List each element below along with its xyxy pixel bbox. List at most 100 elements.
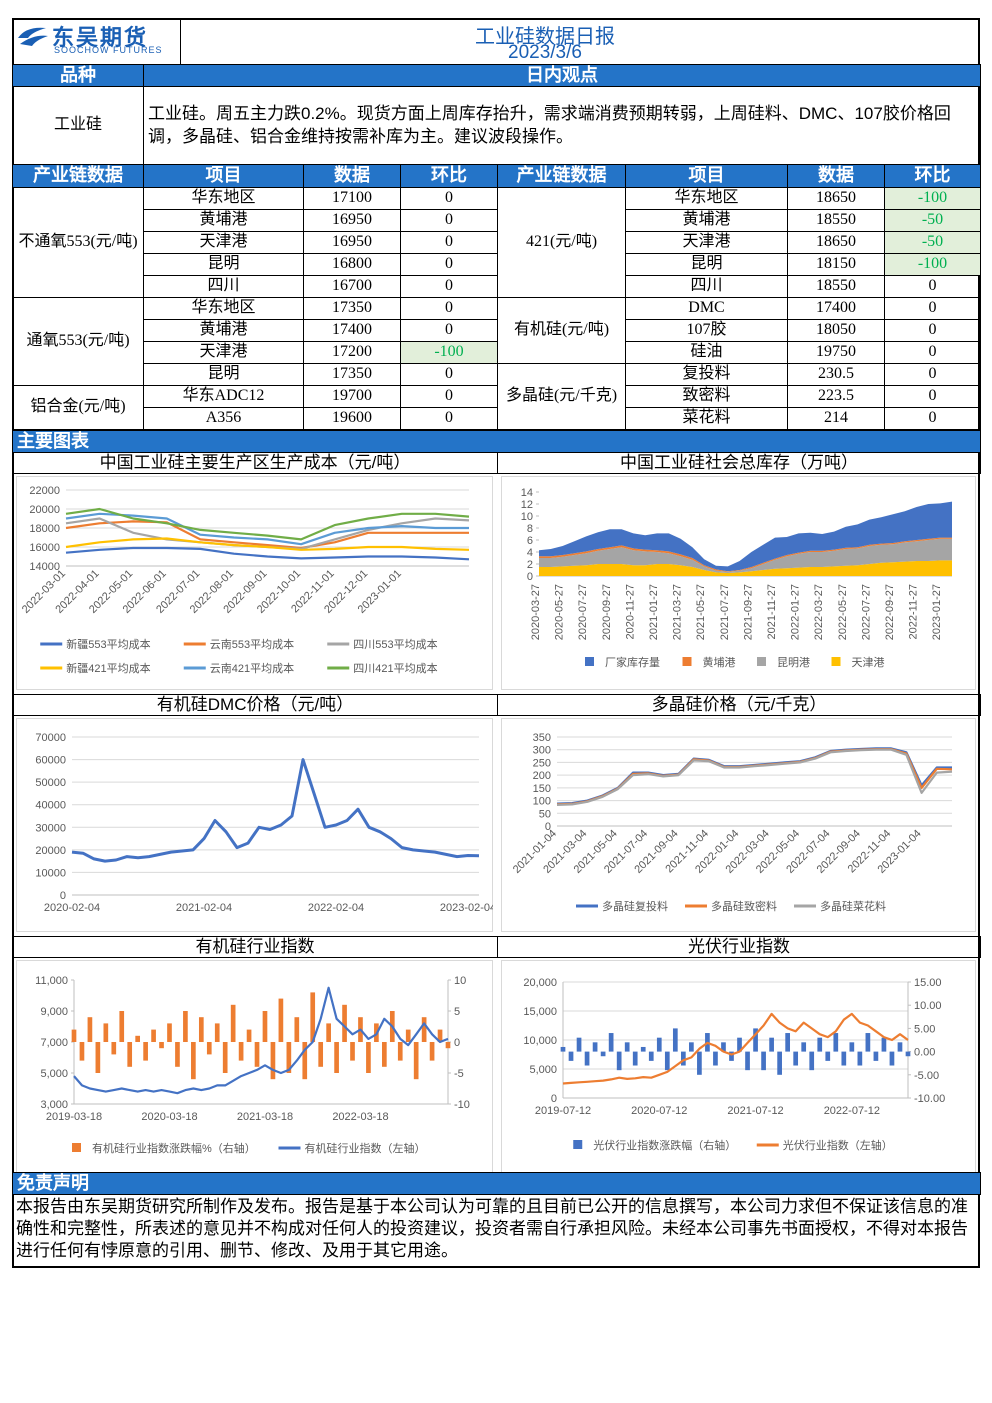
bar (159, 1042, 164, 1049)
legend-swatch (573, 1140, 583, 1149)
bar (857, 1051, 863, 1066)
value-cell: 17400 (303, 319, 401, 342)
area (539, 501, 952, 572)
group-cell: 多晶硅(元/千克) (497, 363, 626, 430)
line (556, 748, 953, 806)
x-tick-label: 2019-03-18 (46, 1111, 102, 1123)
item-cell: 昆明 (143, 253, 304, 276)
value-cell: 17200 (303, 341, 401, 364)
bar (87, 1017, 93, 1042)
tick-label: 4 (527, 547, 533, 559)
chart-frame (16, 718, 493, 932)
disclaimer-text: 本报告由东吴期货研究所制作及发布。报告是基于本公司认为可靠的且目前已公开的信息撰… (16, 1197, 968, 1261)
tick-label: -5.00 (914, 1070, 939, 1082)
view-text: 工业硅。周五主力跌0.2%。现货方面上周库存抬升，需求端消费预期转弱，上周硅料、… (143, 86, 981, 165)
tick-label: 5,000 (529, 1064, 557, 1076)
value-cell: 18550 (787, 275, 885, 298)
bar (833, 1033, 839, 1052)
tick-label: 50 (539, 808, 551, 820)
tick-label: 15,000 (523, 1006, 557, 1018)
chart-title: 有机硅行业指数 (12, 936, 498, 958)
bar (334, 1042, 339, 1073)
item-cell: 菜花料 (625, 407, 788, 430)
bar (721, 1042, 726, 1052)
value-cell: 16950 (303, 209, 401, 232)
x-tick-label: 2022-09-27 (884, 584, 896, 640)
x-tick-label: 2022-05-27 (837, 584, 849, 640)
x-tick-label: 2021-07-27 (719, 584, 731, 640)
bar (151, 1029, 156, 1042)
x-tick-label: 2023-01-27 (931, 584, 943, 640)
table-header: 环比 (400, 164, 498, 188)
bar (664, 1051, 670, 1071)
legend-label: 光伏行业指数涨跌幅（右轴） (593, 1138, 736, 1152)
change-cell: 0 (884, 341, 981, 364)
x-tick-label: 2020-02-04 (44, 902, 100, 914)
x-tick-label: 2019-07-12 (535, 1105, 591, 1117)
change-cell: 0 (400, 253, 498, 276)
x-tick-label: 2021-07-12 (727, 1105, 783, 1117)
legend-label: 多晶硅致密料 (711, 899, 777, 913)
tick-label: 0.00 (914, 1047, 935, 1059)
bar (79, 1042, 85, 1061)
tick-label: 8 (527, 523, 533, 535)
change-cell: -50 (884, 231, 981, 254)
bar (191, 1042, 196, 1080)
change-cell: 0 (400, 407, 498, 430)
bar (286, 1042, 292, 1073)
x-tick-label: 2020-07-27 (577, 584, 589, 640)
bar (576, 1037, 582, 1052)
bar (672, 1028, 678, 1052)
legend-swatch (831, 657, 841, 666)
value-cell: 19750 (787, 341, 885, 364)
header-cell: 品种 (12, 64, 144, 87)
bar (167, 1023, 172, 1042)
bar (865, 1033, 871, 1052)
group-cell: 铝合金(元/吨) (12, 385, 144, 430)
tick-label: 5,000 (40, 1068, 68, 1080)
logo-english: SOOCHOW FUTURES (54, 45, 163, 55)
bar (366, 1042, 371, 1073)
bar (689, 1042, 694, 1052)
x-tick-label: 2020-03-18 (141, 1111, 197, 1123)
item-cell: 黄埔港 (143, 209, 304, 232)
x-tick-label: 2020-09-27 (601, 584, 613, 640)
tick-label: 0 (551, 1093, 557, 1105)
chart: 3,000 5,000 7,000 9,000 11,000 -10 -5 0 5 10 2019-… (16, 960, 493, 1174)
table-header: 项目 (143, 164, 304, 188)
table-header: 环比 (884, 164, 981, 188)
bar (382, 1042, 387, 1067)
tick-label: -10 (454, 1099, 470, 1111)
item-cell: 黄埔港 (143, 319, 304, 342)
item-cell: 107胶 (625, 319, 788, 342)
header-cell: 日内观点 (143, 64, 981, 87)
area (539, 560, 952, 576)
line (556, 747, 952, 805)
bar (729, 1051, 734, 1061)
bar (745, 1051, 750, 1071)
bar (640, 1046, 646, 1052)
chart-frame (16, 476, 493, 690)
tick-label: 20000 (35, 845, 66, 857)
tick-label: 0 (527, 571, 533, 583)
item-cell: 昆明 (143, 363, 304, 386)
change-cell: 0 (884, 297, 981, 320)
bar (135, 1035, 140, 1042)
bar (616, 1051, 622, 1071)
legend-label: 新疆553平均成本 (66, 637, 150, 651)
tick-label: 18000 (29, 523, 60, 535)
tick-label: 10,000 (523, 1035, 557, 1047)
bar (849, 1042, 855, 1052)
x-tick-label: 2022-02-04 (308, 902, 364, 914)
item-cell: 天津港 (143, 231, 304, 254)
line (562, 1012, 909, 1085)
value-cell: 18650 (787, 231, 885, 254)
x-tick-label: 2021-03-27 (672, 584, 684, 640)
legend-swatch (757, 657, 766, 666)
line (65, 520, 469, 550)
item-cell: 天津港 (625, 231, 788, 254)
bar (278, 998, 284, 1042)
legend-label: 云南553平均成本 (210, 637, 294, 651)
bar (648, 1051, 654, 1061)
legend-label: 多晶硅菜花料 (820, 899, 886, 913)
